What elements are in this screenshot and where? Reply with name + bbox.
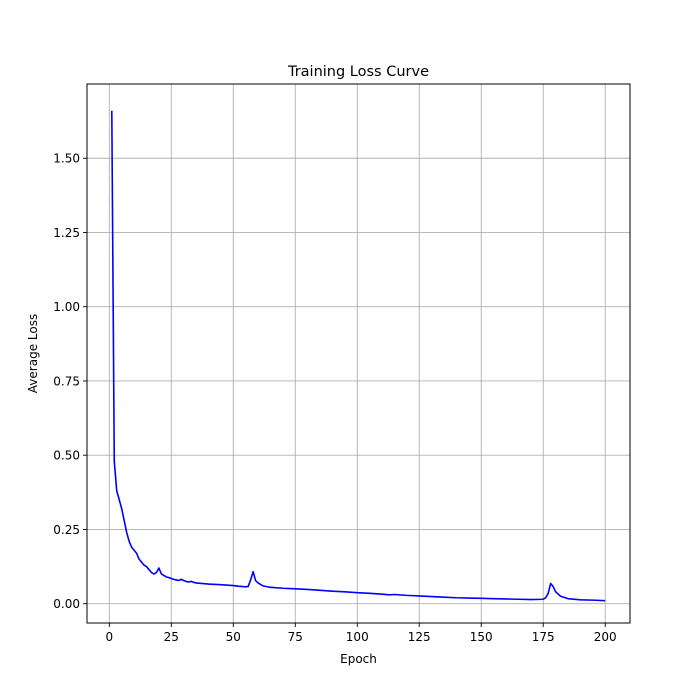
grid-lines (87, 84, 630, 623)
x-tick-label: 50 (226, 630, 241, 644)
x-axis-label: Epoch (340, 652, 377, 666)
x-tick-label: 150 (470, 630, 493, 644)
y-tick-label: 0.00 (53, 597, 80, 611)
loss-series (110, 110, 606, 602)
y-tick-label: 0.75 (53, 374, 80, 388)
axes-frame (86, 83, 631, 624)
loss-line (110, 110, 606, 602)
y-axis-ticks: 0.00 0.25 0.50 0.75 1.00 1.25 1.50 (53, 152, 87, 611)
x-tick-label: 75 (288, 630, 303, 644)
y-axis-label: Average Loss (26, 314, 40, 393)
y-tick-label: 1.25 (53, 226, 80, 240)
x-axis-ticks: 0 25 50 75 100 125 150 175 200 (105, 623, 617, 644)
x-tick-label: 100 (346, 630, 369, 644)
chart-title: Training Loss Curve (287, 64, 429, 80)
x-tick-label: 175 (532, 630, 555, 644)
x-tick-label: 125 (408, 630, 431, 644)
y-tick-label: 0.25 (53, 523, 80, 537)
x-tick-label: 0 (105, 630, 113, 644)
x-tick-label: 200 (594, 630, 617, 644)
y-tick-label: 1.00 (53, 300, 80, 314)
y-tick-label: 1.50 (53, 152, 80, 166)
y-tick-label: 0.50 (53, 449, 80, 463)
x-tick-label: 25 (164, 630, 179, 644)
